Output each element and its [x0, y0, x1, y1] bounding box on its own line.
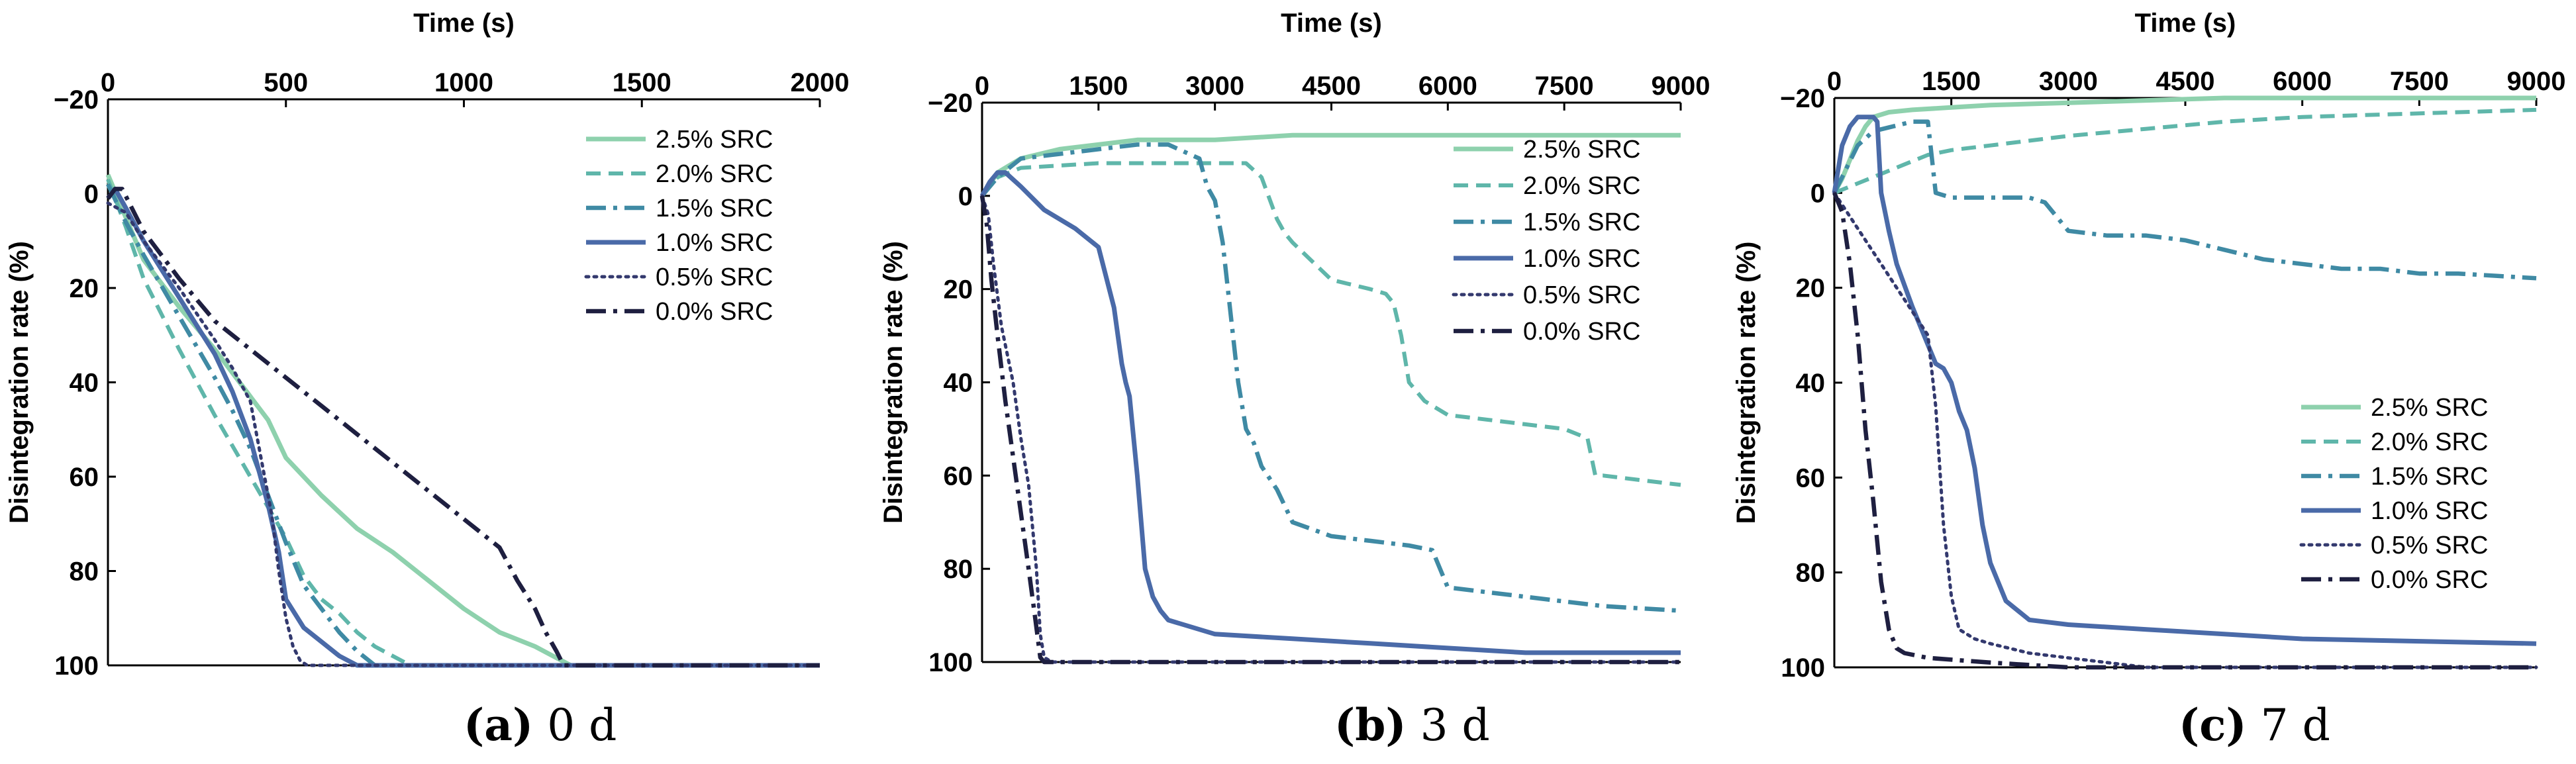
y-tick-label: 20	[70, 274, 99, 303]
y-axis-title: Disintegration rate (%)	[5, 241, 34, 524]
y-tick-label: −20	[1780, 84, 1825, 113]
series-line-10	[106, 186, 820, 668]
y-tick-label: 0	[958, 182, 973, 211]
y-tick-label: 0	[84, 180, 99, 209]
legend-label: 0.0% SRC	[1523, 318, 1640, 346]
x-tick-label: 500	[264, 68, 308, 97]
y-tick-label: 20	[944, 275, 973, 305]
y-tick-label: 20	[1796, 274, 1826, 303]
legend-label: 2.0% SRC	[1523, 172, 1640, 200]
y-tick-label: 80	[944, 555, 973, 584]
x-axis-title: Time (s)	[2135, 9, 2236, 38]
series-line-20	[1833, 107, 2537, 195]
x-tick-label: 4500	[1302, 72, 1361, 101]
x-tick-label: 3000	[1185, 72, 1244, 101]
chart-panel-2: 0 1500 3000 4500 6000 7500 9000−20020406080100…	[879, 9, 1710, 751]
x-axis-title: Time (s)	[413, 9, 515, 38]
x-tick-label: 9000	[1652, 72, 1710, 101]
series-line-00	[979, 195, 1681, 665]
caption-text: 3 d	[1407, 700, 1490, 751]
y-tick-label: 100	[1781, 653, 1825, 683]
x-tick-label: 2000	[791, 68, 850, 97]
legend-label: 0.0% SRC	[656, 298, 773, 326]
series-line-10	[1832, 115, 2537, 646]
series-line-15	[1832, 119, 2537, 281]
x-tick-label: 6000	[1418, 72, 1477, 101]
caption-letter: (c)	[2179, 699, 2247, 751]
panel-caption: (c) 7 d	[2179, 699, 2330, 751]
legend-label: 2.0% SRC	[2371, 428, 2488, 456]
y-tick-label: 40	[944, 369, 973, 398]
legend-label: 1.5% SRC	[656, 195, 773, 222]
x-tick-label: 1000	[434, 68, 493, 97]
series-line-05	[106, 201, 822, 667]
series-line-00	[106, 187, 820, 668]
y-tick-label: 100	[54, 651, 99, 681]
y-tick-label: −20	[54, 85, 99, 115]
caption-letter: (a)	[464, 699, 533, 751]
series-line-20	[980, 161, 1681, 487]
y-tick-label: 80	[1796, 559, 1826, 588]
legend-label: 1.0% SRC	[656, 229, 773, 257]
y-tick-label: 60	[1796, 463, 1826, 493]
legend-label: 0.5% SRC	[2371, 532, 2488, 559]
panel-caption: (b) 3 d	[1334, 699, 1490, 751]
series-line-25	[980, 132, 1681, 197]
x-tick-label: 6000	[2273, 67, 2332, 96]
legend-label: 1.5% SRC	[2371, 463, 2488, 491]
x-tick-label: 7500	[2390, 67, 2449, 96]
legend: 2.5% SRC 2.0% SRC 1.5% SRC 1.0% SRC 0.5% SRC…	[584, 126, 773, 326]
chart-panel-3: 0 1500 3000 4500 6000 7500 9000−20020406080100…	[1732, 9, 2565, 751]
legend-label: 2.5% SRC	[656, 126, 773, 154]
legend-label: 0.0% SRC	[2371, 566, 2488, 594]
x-tick-label: 1500	[1069, 72, 1128, 101]
x-tick-label: 1500	[613, 68, 671, 97]
caption-letter: (b)	[1334, 699, 1407, 751]
x-tick-label: 0	[1827, 67, 1842, 96]
x-axis-title: Time (s)	[1281, 9, 1382, 38]
legend-label: 0.5% SRC	[1523, 281, 1640, 309]
caption-text: 0 d	[533, 700, 617, 751]
legend-label: 1.5% SRC	[1523, 209, 1640, 236]
y-tick-label: −20	[928, 89, 973, 118]
series-line-15	[106, 183, 820, 668]
y-tick-label: 100	[928, 648, 973, 677]
x-tick-label: 7500	[1535, 72, 1594, 101]
x-tick-label: 0	[975, 72, 989, 101]
legend: 2.5% SRC 2.0% SRC 1.5% SRC 1.0% SRC 0.5% SRC…	[1452, 136, 1640, 346]
x-tick-label: 3000	[2039, 67, 2098, 96]
caption-text: 7 d	[2247, 700, 2330, 751]
series-line-05	[980, 194, 1683, 664]
series-line-20	[106, 179, 820, 667]
legend-label: 0.5% SRC	[656, 263, 773, 291]
series-line-10	[979, 170, 1681, 655]
series-line-25	[1832, 95, 2536, 194]
series-line-25	[105, 173, 820, 668]
series-line-15	[980, 142, 1681, 613]
legend-label: 1.0% SRC	[1523, 245, 1640, 273]
y-tick-label: 80	[70, 557, 99, 587]
y-tick-label: 0	[1810, 179, 1825, 208]
y-tick-label: 60	[944, 461, 973, 491]
legend-label: 2.0% SRC	[656, 160, 773, 188]
y-tick-label: 60	[70, 463, 99, 492]
y-tick-label: 40	[70, 369, 99, 398]
series-line-05	[1832, 191, 2538, 669]
x-tick-label: 9000	[2507, 67, 2566, 96]
y-tick-label: 40	[1796, 369, 1826, 398]
panel-caption: (a) 0 d	[464, 699, 617, 751]
x-tick-label: 4500	[2156, 67, 2215, 96]
y-axis-title: Disintegration rate (%)	[879, 241, 908, 524]
x-tick-label: 0	[101, 68, 115, 97]
x-tick-label: 1500	[1922, 67, 1981, 96]
legend: 2.5% SRC 2.0% SRC 1.5% SRC 1.0% SRC 0.5% SRC…	[2299, 394, 2488, 594]
y-axis-title: Disintegration rate (%)	[1732, 242, 1761, 524]
legend-label: 2.5% SRC	[2371, 394, 2488, 422]
legend-label: 2.5% SRC	[1523, 136, 1640, 164]
series-line-00	[1832, 192, 2536, 670]
legend-label: 1.0% SRC	[2371, 497, 2488, 525]
